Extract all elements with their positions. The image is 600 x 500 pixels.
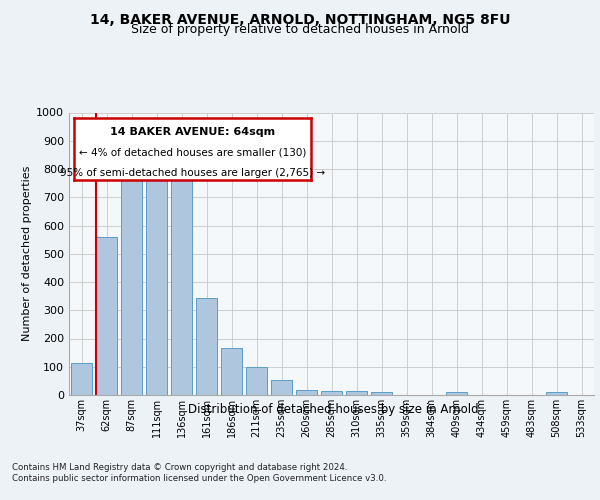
Bar <box>96 237 117 395</box>
Bar <box>271 380 292 395</box>
Text: Contains HM Land Registry data © Crown copyright and database right 2024.: Contains HM Land Registry data © Crown c… <box>12 462 347 471</box>
Text: 95% of semi-detached houses are larger (2,765) →: 95% of semi-detached houses are larger (… <box>60 168 325 178</box>
Bar <box>71 364 92 395</box>
Bar <box>546 392 567 395</box>
Bar <box>446 392 467 395</box>
Bar <box>121 176 142 395</box>
Bar <box>196 298 217 395</box>
Bar <box>321 391 342 395</box>
Bar <box>346 392 367 395</box>
Bar <box>296 390 317 395</box>
Bar <box>221 348 242 395</box>
Bar <box>171 178 192 395</box>
Text: 14, BAKER AVENUE, ARNOLD, NOTTINGHAM, NG5 8FU: 14, BAKER AVENUE, ARNOLD, NOTTINGHAM, NG… <box>90 12 510 26</box>
Text: Contains public sector information licensed under the Open Government Licence v3: Contains public sector information licen… <box>12 474 386 483</box>
Text: Distribution of detached houses by size in Arnold: Distribution of detached houses by size … <box>188 402 478 415</box>
Bar <box>371 392 392 395</box>
Bar <box>146 176 167 395</box>
Text: ← 4% of detached houses are smaller (130): ← 4% of detached houses are smaller (130… <box>79 148 306 158</box>
Bar <box>246 368 267 395</box>
Text: Size of property relative to detached houses in Arnold: Size of property relative to detached ho… <box>131 24 469 36</box>
Text: 14 BAKER AVENUE: 64sqm: 14 BAKER AVENUE: 64sqm <box>110 128 275 138</box>
Y-axis label: Number of detached properties: Number of detached properties <box>22 166 32 342</box>
